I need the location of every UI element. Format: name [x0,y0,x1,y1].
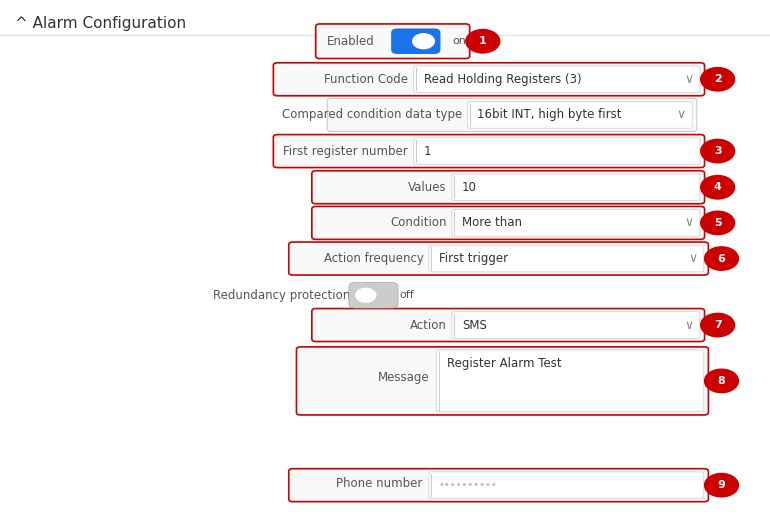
FancyBboxPatch shape [429,245,704,272]
Circle shape [356,288,376,302]
Text: Action: Action [410,319,447,331]
Text: Condition: Condition [390,217,447,229]
Point [450,231,459,237]
Text: on: on [452,36,466,46]
Text: Register Alarm Test: Register Alarm Test [447,357,561,370]
FancyBboxPatch shape [413,66,700,93]
Circle shape [701,176,735,199]
Text: 16bit INT, high byte first: 16bit INT, high byte first [477,109,622,121]
Text: 10: 10 [462,181,477,194]
FancyBboxPatch shape [312,171,705,204]
Point [411,159,420,165]
Text: Read Holding Registers (3): Read Holding Registers (3) [424,73,581,86]
Point [450,333,459,339]
Text: Redundancy protection: Redundancy protection [213,289,350,302]
Point [411,65,420,71]
Text: *: * [437,371,443,384]
Text: 4: 4 [714,182,721,192]
Point [427,493,436,500]
Text: Phone number: Phone number [336,477,422,491]
Text: First register number: First register number [283,145,408,157]
Text: ∨: ∨ [688,252,698,265]
Point [450,311,459,317]
Text: SMS: SMS [462,319,487,331]
Text: 1: 1 [424,145,431,157]
Circle shape [705,473,738,497]
Text: ∨: ∨ [677,109,686,121]
Point [411,87,420,94]
Point [427,267,436,273]
Point [427,471,436,477]
FancyBboxPatch shape [429,472,704,498]
Text: ••••••••••: •••••••••• [439,480,497,490]
Text: 9: 9 [718,480,725,490]
FancyBboxPatch shape [289,242,708,275]
FancyBboxPatch shape [312,206,705,239]
Text: Values: Values [408,181,447,194]
FancyBboxPatch shape [437,350,704,412]
FancyBboxPatch shape [349,282,398,308]
FancyBboxPatch shape [289,469,708,502]
Circle shape [705,247,738,270]
Circle shape [701,313,735,337]
Text: Function Code: Function Code [324,73,408,86]
FancyBboxPatch shape [413,138,700,164]
Point [465,123,474,129]
Circle shape [701,68,735,91]
FancyBboxPatch shape [273,63,705,96]
Text: 6: 6 [718,254,725,263]
Text: Action frequency: Action frequency [323,252,424,265]
Circle shape [466,30,500,53]
Text: 2: 2 [714,74,721,84]
Text: 7: 7 [714,320,721,330]
FancyBboxPatch shape [316,24,470,59]
Text: ^ Alarm Configuration: ^ Alarm Configuration [15,16,186,31]
Text: Enabled: Enabled [327,35,375,48]
Text: off: off [400,290,414,300]
FancyBboxPatch shape [452,312,700,338]
Text: First trigger: First trigger [439,252,508,265]
FancyBboxPatch shape [391,28,440,54]
Circle shape [413,34,434,49]
Text: 5: 5 [714,218,721,228]
FancyBboxPatch shape [312,309,705,342]
Circle shape [705,369,738,393]
Circle shape [701,211,735,235]
Text: More than: More than [462,217,522,229]
FancyBboxPatch shape [296,347,708,415]
Text: *: * [429,477,435,491]
Point [450,209,459,215]
Point [411,137,420,143]
Point [450,173,459,179]
FancyBboxPatch shape [467,102,692,128]
Point [434,406,444,413]
Circle shape [701,139,735,163]
Text: 3: 3 [714,146,721,156]
Text: Message: Message [378,371,430,384]
FancyBboxPatch shape [327,98,697,131]
FancyBboxPatch shape [452,174,700,201]
Text: ∨: ∨ [685,319,694,331]
Text: 1: 1 [479,36,487,46]
Point [450,195,459,202]
Text: Compared condition data type: Compared condition data type [282,109,462,121]
Text: 8: 8 [718,376,725,386]
FancyBboxPatch shape [273,135,705,168]
FancyBboxPatch shape [452,210,700,236]
Point [427,244,436,251]
Point [434,349,444,355]
Text: ∨: ∨ [685,217,694,229]
Point [465,101,474,107]
Text: ∨: ∨ [685,73,694,86]
